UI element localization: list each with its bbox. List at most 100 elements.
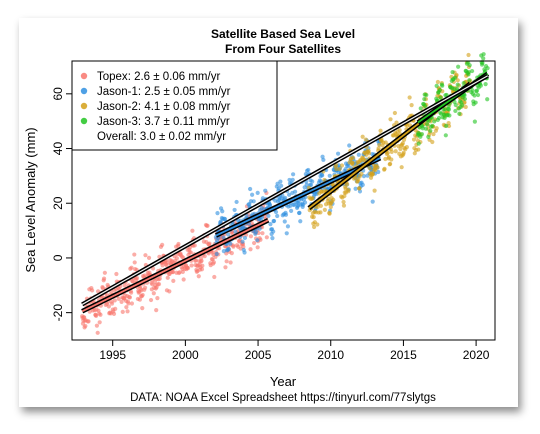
point-topex <box>95 289 101 294</box>
point-jason-1 <box>255 238 260 243</box>
point-jason-1 <box>271 229 276 234</box>
point-jason-1 <box>335 151 341 156</box>
point-jason-1 <box>320 173 325 178</box>
point-jason-1 <box>232 207 237 213</box>
point-jason-3 <box>472 93 477 98</box>
point-jason-2 <box>412 151 417 156</box>
trend-line-jason-1 <box>215 157 381 237</box>
point-topex <box>260 231 265 236</box>
point-topex <box>185 266 191 271</box>
point-jason-1 <box>242 235 248 241</box>
point-jason-2 <box>388 161 393 166</box>
point-jason-3 <box>422 97 427 102</box>
point-jason-1 <box>346 163 351 168</box>
point-jason-3 <box>434 83 439 88</box>
point-jason-1 <box>257 226 262 231</box>
point-jason-1 <box>271 218 277 224</box>
point-jason-1 <box>370 199 375 204</box>
point-jason-3 <box>443 133 448 138</box>
point-jason-1 <box>290 177 295 182</box>
point-topex <box>193 258 199 263</box>
point-jason-1 <box>287 192 292 197</box>
point-jason-1 <box>242 250 247 255</box>
point-topex <box>130 279 135 284</box>
point-jason-1 <box>255 190 260 195</box>
legend-name-overall: Overall <box>97 131 133 143</box>
point-topex <box>148 297 154 303</box>
point-topex <box>124 305 129 310</box>
point-jason-3 <box>453 102 458 108</box>
point-jason-3 <box>424 92 429 98</box>
point-jason-3 <box>478 83 483 88</box>
point-jason-2 <box>341 199 346 205</box>
point-jason-3 <box>472 119 477 124</box>
point-jason-3 <box>423 126 429 131</box>
point-topex <box>146 255 152 260</box>
point-topex <box>94 323 99 328</box>
legend-name-jason-1: Jason-1 <box>97 86 138 98</box>
point-topex <box>114 271 119 277</box>
point-topex <box>190 228 195 233</box>
point-topex <box>143 253 148 258</box>
point-jason-1 <box>347 143 352 148</box>
chart-title: Satellite Based Sea Level <box>211 27 355 41</box>
point-jason-2 <box>345 182 350 187</box>
point-topex <box>109 301 115 306</box>
point-topex <box>248 247 253 252</box>
point-jason-3 <box>419 132 425 137</box>
point-jason-2 <box>407 95 412 100</box>
point-jason-3 <box>481 52 486 57</box>
point-topex <box>231 244 236 249</box>
point-topex <box>126 301 131 306</box>
point-jason-3 <box>436 115 442 121</box>
point-topex <box>132 252 137 257</box>
point-jason-2 <box>385 150 390 156</box>
point-jason-1 <box>251 199 256 204</box>
point-topex <box>200 263 205 268</box>
point-topex <box>165 260 170 265</box>
point-jason-1 <box>302 200 308 205</box>
point-jason-2 <box>322 177 327 183</box>
point-jason-2 <box>377 142 382 148</box>
point-jason-2 <box>351 155 356 160</box>
point-jason-1 <box>267 203 273 208</box>
point-jason-2 <box>322 207 327 212</box>
point-jason-2 <box>399 165 404 170</box>
point-topex <box>83 323 88 329</box>
point-topex <box>94 313 99 318</box>
point-jason-2 <box>310 196 315 201</box>
point-topex <box>86 319 91 324</box>
point-jason-1 <box>214 251 219 257</box>
point-topex <box>90 288 95 293</box>
point-jason-2 <box>312 224 317 230</box>
point-topex <box>129 265 134 270</box>
legend-name-jason-2: Jason-2 <box>97 101 138 113</box>
point-jason-1 <box>266 213 271 218</box>
point-topex <box>181 277 186 282</box>
point-jason-2 <box>359 171 364 176</box>
point-topex <box>113 306 118 311</box>
point-topex <box>188 250 193 255</box>
point-jason-2 <box>411 137 417 142</box>
point-jason-1 <box>304 182 309 187</box>
point-jason-2 <box>389 157 394 162</box>
point-jason-1 <box>284 231 289 236</box>
point-jason-2 <box>404 145 409 150</box>
point-jason-2 <box>392 110 397 116</box>
point-topex <box>102 270 107 275</box>
point-jason-3 <box>461 81 466 86</box>
point-topex <box>170 270 176 275</box>
point-jason-3 <box>437 87 442 93</box>
point-topex <box>176 241 181 247</box>
point-jason-3 <box>438 95 443 100</box>
point-jason-3 <box>470 88 475 93</box>
point-topex <box>189 263 194 268</box>
point-jason-1 <box>226 246 231 251</box>
point-jason-2 <box>389 149 394 154</box>
point-jason-3 <box>462 96 468 102</box>
point-jason-2 <box>466 52 471 58</box>
point-jason-3 <box>420 126 425 131</box>
point-jason-2 <box>328 204 333 210</box>
point-jason-2 <box>346 189 351 194</box>
point-jason-3 <box>426 134 431 139</box>
